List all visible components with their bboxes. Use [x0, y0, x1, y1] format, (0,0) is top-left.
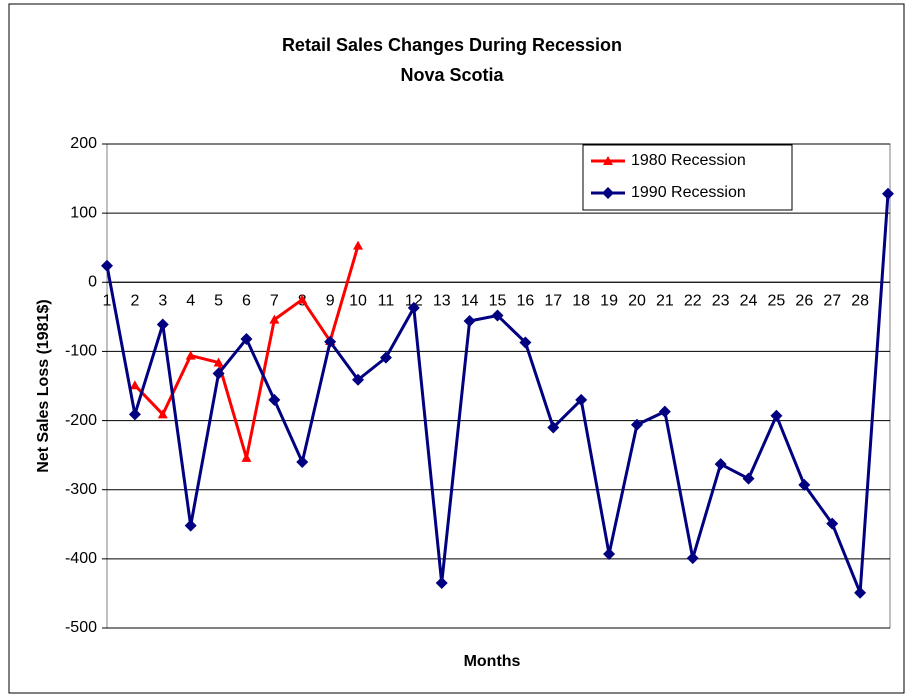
point: [129, 380, 140, 390]
x-tick-label: 24: [740, 293, 758, 310]
point: [519, 336, 532, 349]
point: [241, 452, 252, 462]
point: [826, 517, 839, 530]
point: [435, 577, 448, 590]
x-tick-label: 11: [378, 293, 395, 310]
y-axis-label: Net Sales Loss (1981$): [35, 299, 52, 472]
point: [854, 586, 867, 599]
x-tick-label: 12: [405, 293, 423, 310]
x-tick-label: 22: [684, 293, 702, 310]
x-tick-label: 19: [600, 293, 618, 310]
point: [156, 318, 169, 331]
point: [269, 314, 280, 324]
point: [798, 478, 811, 491]
x-tick-label: 25: [768, 293, 786, 310]
x-tick-label: 10: [349, 293, 367, 310]
point: [297, 294, 308, 304]
point: [324, 335, 337, 348]
chart-title: Retail Sales Changes During Recession: [282, 35, 622, 55]
point: [686, 552, 699, 565]
point: [352, 373, 365, 386]
point: [157, 409, 168, 419]
point: [353, 240, 364, 250]
x-tick-label: 16: [516, 293, 534, 310]
point: [213, 357, 224, 367]
x-tick-label: 27: [823, 293, 841, 310]
x-axis-label: Months: [464, 653, 521, 670]
point: [882, 187, 894, 200]
point: [714, 458, 727, 471]
y-tick-label: -200: [65, 412, 97, 429]
point: [603, 548, 616, 561]
point: [547, 421, 560, 434]
x-tick-label: 26: [795, 293, 813, 310]
x-tick-label: 7: [270, 293, 279, 310]
x-tick-label: 9: [326, 293, 335, 310]
x-tick-label: 1: [103, 293, 112, 310]
point: [575, 393, 588, 406]
point: [128, 408, 141, 421]
legend-marker: [603, 156, 613, 165]
x-tick-label: 6: [242, 293, 251, 310]
y-tick-label: -500: [65, 619, 97, 636]
x-tick-label: 15: [489, 293, 507, 310]
point: [658, 405, 671, 418]
legend-label: 1980 Recession: [631, 152, 746, 169]
point: [379, 351, 392, 364]
point: [268, 393, 281, 406]
x-tick-label: 5: [214, 293, 223, 310]
point: [407, 301, 420, 314]
x-tick-label: 2: [130, 293, 139, 310]
x-tick-label: 28: [851, 293, 869, 310]
x-tick-label: 18: [572, 293, 590, 310]
point: [742, 472, 755, 485]
point: [770, 409, 783, 422]
x-tick-label: 21: [656, 293, 674, 310]
y-tick-label: 100: [70, 204, 97, 221]
point: [630, 418, 643, 431]
point: [240, 332, 253, 345]
x-tick-label: 23: [712, 293, 730, 310]
x-tick-label: 3: [158, 293, 167, 310]
x-tick-label: 4: [186, 293, 195, 310]
y-tick-label: 0: [88, 274, 97, 291]
x-tick-label: 14: [461, 293, 479, 310]
point: [296, 456, 309, 469]
x-tick-label: 13: [433, 293, 451, 310]
legend-label: 1990 Recession: [631, 184, 746, 201]
chart-subtitle: Nova Scotia: [400, 65, 504, 85]
point: [101, 259, 113, 272]
x-tick-label: 20: [628, 293, 646, 310]
legend-marker: [602, 187, 614, 199]
point: [185, 350, 196, 360]
legend: [582, 144, 793, 211]
y-tick-label: -400: [65, 550, 97, 567]
point: [184, 519, 197, 532]
plot-area: [106, 143, 891, 629]
point: [463, 315, 476, 328]
y-tick-label: 200: [70, 135, 97, 152]
x-tick-label: 17: [544, 293, 562, 310]
y-tick-label: -100: [65, 343, 97, 360]
y-tick-label: -300: [65, 481, 97, 498]
point: [491, 309, 504, 322]
point: [212, 367, 225, 380]
